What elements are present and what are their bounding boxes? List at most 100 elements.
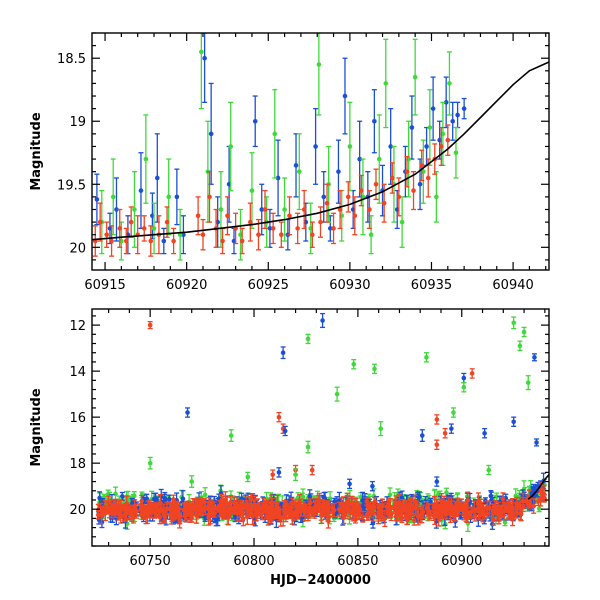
data-point xyxy=(396,194,402,200)
data-point xyxy=(171,497,176,502)
data-point xyxy=(321,507,327,513)
data-point xyxy=(357,156,362,162)
data-point xyxy=(352,213,358,219)
data-point xyxy=(287,213,292,219)
data-point xyxy=(318,219,323,225)
x-tick-label: 60940 xyxy=(492,278,533,293)
data-point xyxy=(267,226,273,231)
data-point xyxy=(252,118,258,124)
data-point xyxy=(132,207,137,212)
data-point xyxy=(444,490,449,495)
data-point xyxy=(428,512,433,518)
data-point xyxy=(337,207,343,212)
data-point xyxy=(329,505,335,511)
data-point xyxy=(425,175,431,181)
x-tick-label: 60920 xyxy=(166,278,207,293)
data-point xyxy=(148,238,154,244)
plot-area xyxy=(92,33,549,261)
data-point xyxy=(376,156,382,162)
data-point xyxy=(455,112,460,118)
data-point xyxy=(327,226,333,231)
data-point xyxy=(390,175,395,181)
data-point xyxy=(161,238,167,244)
data-point xyxy=(372,118,377,124)
data-point xyxy=(447,81,452,86)
data-point xyxy=(141,226,147,231)
data-point xyxy=(143,156,149,162)
data-point xyxy=(202,55,207,61)
data-point xyxy=(117,226,123,231)
data-point xyxy=(300,494,306,500)
data-point xyxy=(316,62,322,67)
data-point xyxy=(388,144,393,149)
data-point xyxy=(293,163,299,168)
data-point xyxy=(228,144,234,149)
data-point xyxy=(381,200,387,206)
data-point xyxy=(419,163,424,168)
data-point xyxy=(208,131,214,137)
data-point xyxy=(235,510,240,516)
data-point xyxy=(325,502,331,508)
data-point xyxy=(248,219,253,225)
data-point xyxy=(310,232,315,238)
data-point xyxy=(166,496,172,502)
data-point xyxy=(461,106,467,111)
data-point xyxy=(399,219,405,225)
data-point xyxy=(256,232,261,238)
data-point xyxy=(239,238,245,244)
data-point xyxy=(113,491,118,497)
data-point xyxy=(272,131,278,137)
data-point xyxy=(383,81,389,86)
data-point xyxy=(131,493,137,499)
data-point xyxy=(270,226,276,231)
x-tick-label: 60930 xyxy=(329,278,370,293)
data-point xyxy=(367,207,372,212)
data-point xyxy=(202,514,208,520)
data-point xyxy=(387,492,393,498)
model-curve xyxy=(92,61,549,241)
data-point xyxy=(259,207,265,212)
data-point xyxy=(301,207,307,212)
data-point xyxy=(359,188,364,193)
data-point xyxy=(345,194,351,200)
data-point xyxy=(471,507,477,512)
data-point xyxy=(162,495,168,501)
data-point xyxy=(123,238,129,244)
series-band xyxy=(95,482,548,529)
data-point xyxy=(536,506,542,511)
bottom-panel: 60750 60800 60850 609001214161820MagnitudeH… xyxy=(29,308,550,588)
data-point xyxy=(279,232,284,238)
data-point xyxy=(453,150,459,156)
data-point xyxy=(412,74,418,80)
data-point xyxy=(180,496,186,502)
data-point xyxy=(171,238,176,244)
data-point xyxy=(218,207,224,212)
data-point xyxy=(200,232,206,238)
data-point xyxy=(424,144,429,149)
data-point xyxy=(97,219,103,225)
data-point xyxy=(445,137,451,143)
data-point xyxy=(411,517,417,523)
data-series xyxy=(94,33,467,255)
x-tick-label: 60915 xyxy=(84,278,125,293)
data-series xyxy=(92,124,451,257)
data-point xyxy=(360,514,366,520)
data-point xyxy=(326,515,332,520)
top-panel: 60915 60920 60925 60930 60935 60940 18.5 19 19.5… xyxy=(29,32,550,293)
data-point xyxy=(488,493,494,499)
data-point xyxy=(296,169,302,174)
data-point xyxy=(443,100,449,105)
x-tick-label: 60925 xyxy=(248,278,289,293)
data-point xyxy=(502,520,508,525)
data-point xyxy=(120,505,126,510)
data-point xyxy=(122,513,128,519)
data-point xyxy=(347,144,353,149)
data-point xyxy=(324,200,330,206)
axes-frame xyxy=(91,32,550,271)
data-point xyxy=(275,175,281,181)
data-point xyxy=(434,194,439,200)
data-point xyxy=(181,232,186,238)
data-point xyxy=(110,194,116,200)
data-point xyxy=(404,169,410,174)
plot-area xyxy=(95,312,549,533)
